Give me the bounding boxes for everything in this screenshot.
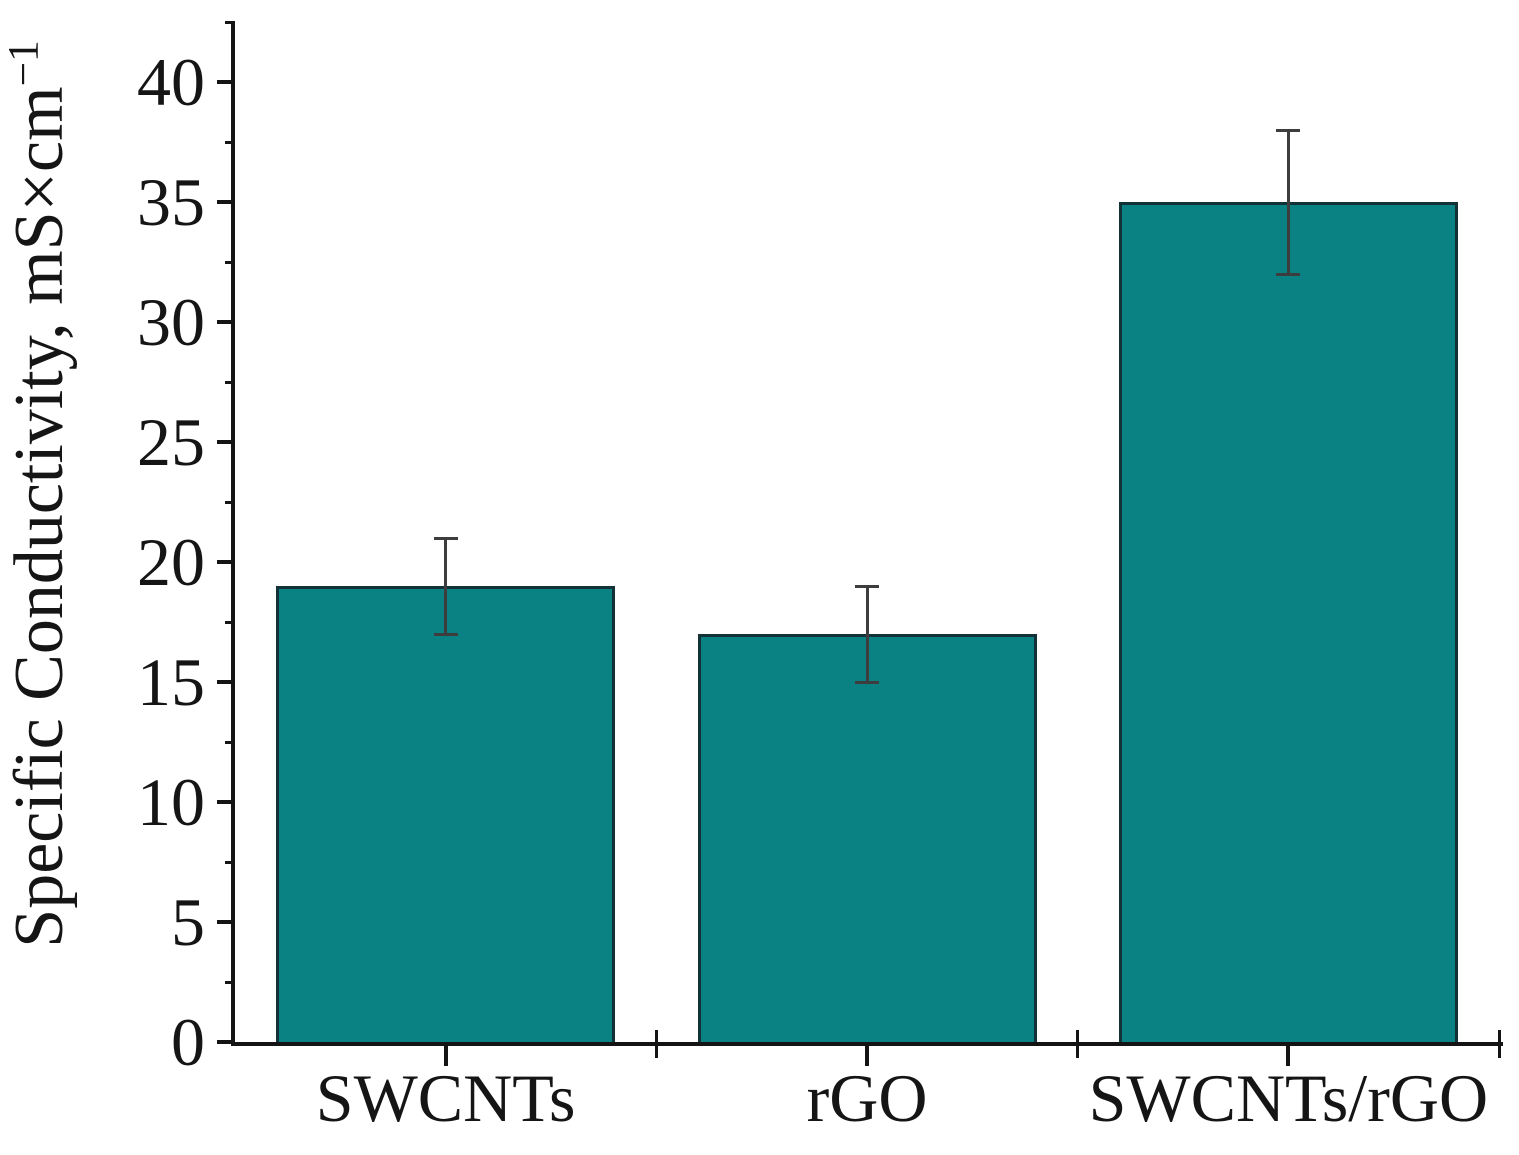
y-major-tick [217, 320, 235, 324]
y-major-tick [217, 800, 235, 804]
y-tick-label: 35 [137, 164, 205, 240]
x-tick-label: SWCNTs [315, 1060, 576, 1136]
x-axis-line [231, 1042, 1503, 1046]
bar [1118, 202, 1458, 1042]
y-major-tick [217, 680, 235, 684]
y-minor-tick [225, 260, 235, 264]
y-major-tick [217, 1040, 235, 1044]
x-tick-label: SWCNTs/rGO [1088, 1060, 1489, 1136]
error-bar-cap [1276, 128, 1301, 132]
y-minor-tick [225, 740, 235, 744]
error-bar-cap [433, 632, 458, 636]
y-minor-tick [225, 620, 235, 624]
y-axis-line [231, 22, 235, 1046]
y-tick-label: 30 [137, 284, 205, 360]
y-minor-tick [225, 500, 235, 504]
x-major-tick [443, 1044, 448, 1066]
y-tick-label: 20 [137, 524, 205, 600]
bar [697, 634, 1037, 1042]
y-major-tick [217, 560, 235, 564]
error-bar-cap [855, 584, 879, 588]
x-major-tick [1286, 1044, 1291, 1066]
y-tick-label: 10 [137, 764, 205, 840]
error-bar-cap [1276, 272, 1301, 276]
y-tick-label: 25 [137, 404, 205, 480]
y-major-tick [217, 440, 235, 444]
y-tick-label: 5 [171, 884, 205, 960]
y-minor-tick [225, 380, 235, 384]
y-major-tick [217, 920, 235, 924]
x-major-tick [865, 1044, 869, 1066]
y-major-tick [217, 80, 235, 84]
y-major-tick [217, 200, 235, 204]
error-bar-cap [855, 680, 879, 684]
y-tick-label: 0 [171, 1004, 205, 1080]
y-axis-title: Specific Conductivity, mS×cm−1 [0, 0, 82, 1016]
y-minor-tick [225, 860, 235, 864]
y-minor-tick [225, 140, 235, 144]
y-tick-label: 40 [137, 44, 205, 120]
y-tick-label: 15 [137, 644, 205, 720]
error-bar-cap [433, 536, 458, 540]
bar [276, 586, 616, 1042]
x-tick-label: rGO [806, 1060, 928, 1136]
y-minor-tick [225, 20, 235, 24]
error-bar-line [1286, 130, 1290, 274]
y-minor-tick [225, 980, 235, 984]
error-bar-line [444, 538, 448, 634]
error-bar-line [865, 586, 869, 682]
